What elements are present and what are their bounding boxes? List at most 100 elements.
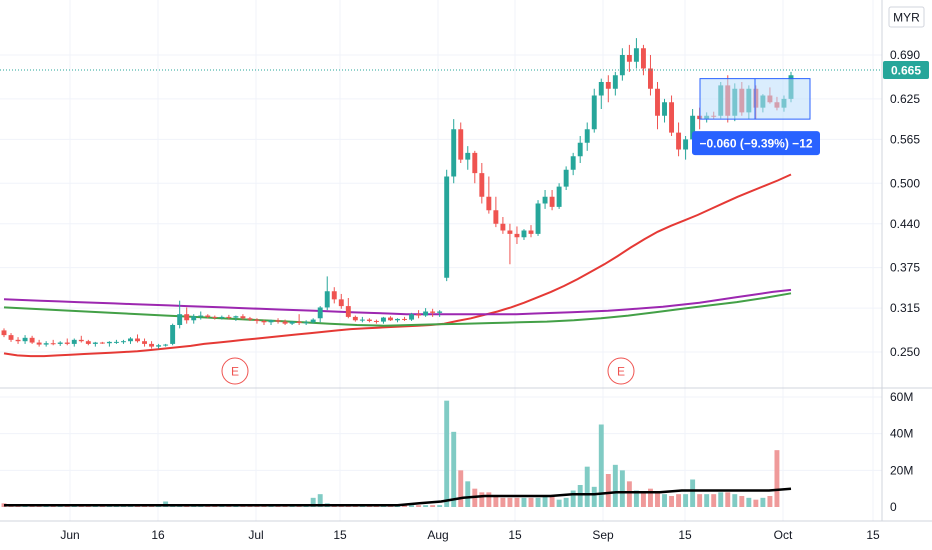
candle-body[interactable] [113, 341, 119, 343]
candle-body[interactable] [465, 152, 471, 160]
candle-body[interactable] [655, 88, 660, 116]
candle-body[interactable] [324, 291, 330, 308]
candle-body[interactable] [366, 319, 372, 321]
candle-body[interactable] [78, 339, 84, 342]
candle-body[interactable] [317, 307, 323, 319]
candle-body[interactable] [156, 345, 162, 347]
candle-body[interactable] [275, 320, 281, 322]
candle-body[interactable] [535, 203, 541, 234]
time-axis[interactable]: Jun 16 Jul 15 Aug 15 Sep 15 Oct 15 [60, 528, 880, 542]
candle-body[interactable] [128, 338, 133, 342]
candle-body[interactable] [92, 342, 98, 344]
candle-body[interactable] [493, 210, 499, 224]
candle-body[interactable] [444, 176, 450, 278]
currency-badge[interactable]: MYR [888, 6, 925, 28]
candle-body[interactable] [352, 316, 358, 321]
candle-body[interactable] [310, 319, 316, 323]
candle-body[interactable] [177, 314, 183, 325]
candle-body[interactable] [8, 335, 14, 340]
candle-body[interactable] [570, 156, 576, 170]
candle-body[interactable] [619, 55, 625, 76]
candle-body[interactable] [577, 142, 583, 157]
candle-body[interactable] [22, 337, 28, 342]
candle-body[interactable] [219, 316, 225, 318]
candle-body[interactable] [120, 341, 126, 343]
candle-body[interactable] [612, 75, 618, 89]
candle-body[interactable] [486, 196, 492, 211]
candle-body[interactable] [345, 306, 351, 317]
candle-body[interactable] [690, 115, 696, 140]
candle-body[interactable] [247, 318, 253, 320]
candle-body[interactable] [395, 318, 400, 321]
candle-body[interactable] [549, 196, 555, 207]
candle-body[interactable] [303, 322, 309, 324]
candle-body[interactable] [240, 316, 246, 319]
candle-body[interactable] [170, 325, 176, 344]
candle-body[interactable] [135, 338, 140, 342]
candle-body[interactable] [184, 314, 190, 321]
candle-body[interactable] [282, 321, 288, 324]
candle-body[interactable] [451, 129, 457, 177]
candle-body[interactable] [683, 139, 689, 150]
candle-body[interactable] [416, 314, 422, 316]
candle-body[interactable] [36, 342, 42, 345]
candle-body[interactable] [261, 320, 267, 323]
candle-body[interactable] [423, 311, 429, 316]
candle-body[interactable] [212, 316, 218, 318]
candle-body[interactable] [43, 343, 49, 345]
candle-body[interactable] [563, 169, 569, 187]
candle-body[interactable] [458, 129, 464, 160]
candle-body[interactable] [163, 344, 169, 346]
candle-body[interactable] [338, 299, 344, 307]
candle-body[interactable] [268, 320, 274, 323]
candle-body[interactable] [149, 343, 155, 347]
candle-body[interactable] [479, 173, 485, 197]
candle-body[interactable] [254, 319, 260, 321]
candle-body[interactable] [556, 186, 562, 207]
candle-body[interactable] [1, 330, 7, 336]
candle-body[interactable] [605, 82, 611, 89]
candle-body[interactable] [542, 196, 548, 204]
candle-body[interactable] [57, 342, 63, 344]
candle-body[interactable] [669, 102, 675, 133]
earnings-marker[interactable] [607, 357, 635, 385]
candle-body[interactable] [626, 55, 632, 62]
candle-body[interactable] [106, 341, 112, 344]
candle-body[interactable] [142, 341, 147, 344]
candle-body[interactable] [472, 152, 478, 174]
candle-body[interactable] [71, 339, 77, 344]
price-axis[interactable]: 0.690 0.625 0.565 0.500 0.440 0.375 0.315 0.250 [890, 48, 920, 359]
candle-body[interactable] [662, 102, 667, 116]
candle-body[interactable] [289, 321, 295, 324]
candle-body[interactable] [676, 132, 682, 150]
candle-body[interactable] [359, 319, 365, 321]
candle-body[interactable] [99, 342, 105, 344]
candle-body[interactable] [598, 82, 604, 96]
candle-body[interactable] [409, 314, 415, 320]
candle-body[interactable] [226, 316, 232, 318]
candle-body[interactable] [528, 230, 534, 234]
candle-body[interactable] [380, 317, 386, 322]
candle-body[interactable] [50, 343, 56, 345]
candle-body[interactable] [233, 316, 239, 318]
candle-body[interactable] [15, 339, 21, 342]
candle-body[interactable] [331, 291, 337, 300]
candle-body[interactable] [198, 315, 204, 317]
candle-body[interactable] [388, 317, 393, 321]
candle-body[interactable] [633, 48, 639, 62]
candle-body[interactable] [648, 68, 653, 89]
candle-body[interactable] [591, 95, 597, 130]
candle-body[interactable] [402, 318, 407, 320]
candle-body[interactable] [85, 341, 91, 344]
candle-body[interactable] [640, 48, 646, 69]
earnings-marker[interactable] [221, 357, 249, 385]
candle-body[interactable] [437, 311, 443, 313]
candlesticks[interactable] [1, 38, 794, 349]
candle-body[interactable] [205, 315, 211, 317]
candle-body[interactable] [29, 337, 35, 343]
candle-body[interactable] [521, 230, 527, 238]
candle-body[interactable] [296, 321, 302, 323]
candle-body[interactable] [500, 223, 506, 231]
